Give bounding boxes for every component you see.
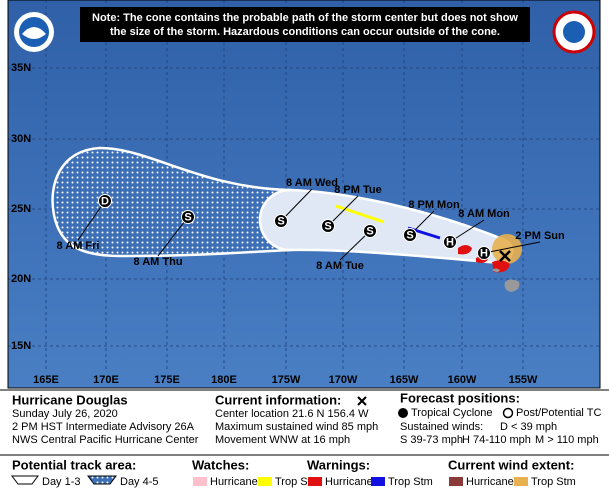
lat-label: 25N bbox=[11, 203, 31, 215]
winds-h: H 74-110 mph bbox=[462, 434, 531, 446]
watches-title: Watches: bbox=[192, 457, 249, 472]
leader-line bbox=[327, 195, 359, 227]
position-marker bbox=[274, 214, 288, 228]
map-border bbox=[7, 0, 601, 389]
position-label: 8 AM Mon bbox=[458, 208, 510, 220]
tropical-icon bbox=[398, 408, 408, 418]
lon-label: 165W bbox=[390, 374, 419, 386]
lat-label: 15N bbox=[11, 340, 31, 352]
position-marker bbox=[363, 224, 377, 238]
position-symbol: H bbox=[480, 247, 488, 259]
nws-logo bbox=[552, 10, 596, 54]
lon-label: 165E bbox=[33, 374, 59, 386]
lon-label: 175W bbox=[272, 374, 301, 386]
position-marker bbox=[321, 219, 335, 233]
position-symbol: S bbox=[406, 229, 413, 241]
trop-warning-swatch bbox=[371, 477, 385, 486]
winds-title: Sustained winds: bbox=[400, 421, 483, 433]
current-icon bbox=[357, 396, 367, 406]
hurricane-watch-label: Hurricane bbox=[210, 476, 258, 488]
position-marker bbox=[98, 194, 112, 208]
hurricane-warning-swatch bbox=[308, 477, 322, 486]
current-wind: Maximum sustained wind 85 mph bbox=[215, 421, 378, 433]
post-icon bbox=[502, 407, 514, 419]
position-marker bbox=[181, 210, 195, 224]
hawaii bbox=[492, 268, 520, 292]
trop-wind-swatch bbox=[514, 477, 528, 486]
hurricane-watch-swatch bbox=[193, 477, 207, 486]
current-movement: Movement WNW at 16 mph bbox=[215, 434, 350, 446]
position-symbol: S bbox=[184, 211, 191, 223]
lon-label: 180E bbox=[211, 374, 237, 386]
position-symbol: H bbox=[446, 236, 454, 248]
lon-label: 170E bbox=[93, 374, 119, 386]
position-marker bbox=[443, 235, 457, 249]
day45-swatch bbox=[87, 475, 117, 485]
noaa-logo bbox=[14, 12, 54, 52]
current-position bbox=[499, 250, 511, 262]
lon-label: 160W bbox=[448, 374, 477, 386]
position-label: 2 PM Sun bbox=[515, 230, 565, 242]
current-title: Current information: bbox=[215, 392, 341, 407]
position-label: 8 AM Tue bbox=[316, 260, 364, 272]
trop-warning-label: Trop Stm bbox=[388, 476, 433, 488]
leader-line bbox=[483, 241, 541, 254]
wind-title: Current wind extent: bbox=[448, 457, 574, 472]
advisory: 2 PM HST Intermediate Advisory 26A bbox=[12, 421, 195, 433]
day13-swatch bbox=[11, 475, 39, 485]
leader-line bbox=[280, 188, 313, 222]
center: NWS Central Pacific Hurricane Center bbox=[12, 434, 199, 446]
lat-label: 30N bbox=[11, 133, 31, 145]
leader-line bbox=[157, 216, 189, 257]
note-line: Note: The cone contains the probable pat… bbox=[92, 12, 518, 24]
trop-watch-swatch bbox=[258, 477, 272, 486]
hurricane-warning-label: Hurricane bbox=[325, 476, 373, 488]
day45-label: Day 4-5 bbox=[120, 476, 159, 488]
forecast-title: Forecast positions: bbox=[400, 390, 520, 405]
position-symbol: S bbox=[366, 225, 373, 237]
post-label: Post/Potential TC bbox=[516, 407, 601, 419]
position-marker bbox=[477, 246, 491, 260]
current-location: Center location 21.6 N 156.4 W bbox=[215, 408, 369, 420]
position-label: 8 AM Wed bbox=[286, 177, 338, 189]
lon-label: 175E bbox=[154, 374, 180, 386]
lat-label: 35N bbox=[11, 62, 31, 74]
trop-wind-label: Trop Stm bbox=[531, 476, 576, 488]
position-symbol: D bbox=[101, 195, 109, 207]
winds-m: M > 110 mph bbox=[535, 434, 599, 446]
lon-label: 155W bbox=[509, 374, 538, 386]
position-label: 8 PM Tue bbox=[334, 184, 381, 196]
hurricane-wind-swatch bbox=[449, 477, 463, 486]
cone-day-4-5 bbox=[51, 146, 292, 258]
note-box bbox=[80, 7, 530, 42]
warnings-title: Warnings: bbox=[307, 457, 370, 472]
track-title: Potential track area: bbox=[12, 457, 136, 472]
trop-storm-wind-extent bbox=[492, 234, 522, 264]
note-line: the size of the storm. Hazardous conditi… bbox=[110, 26, 500, 38]
winds-s: S 39-73 mph bbox=[400, 434, 463, 446]
position-symbol: S bbox=[324, 220, 331, 232]
trop-storm-watch bbox=[335, 204, 385, 224]
position-label: 8 AM Fri bbox=[57, 240, 100, 252]
leader-line bbox=[77, 200, 106, 241]
tropical-label: Tropical Cyclone bbox=[411, 407, 493, 419]
lon-label: 170W bbox=[329, 374, 358, 386]
lat-label: 20N bbox=[11, 273, 31, 285]
storm-name: Hurricane Douglas bbox=[12, 392, 128, 407]
position-symbol: S bbox=[277, 215, 284, 227]
position-marker bbox=[403, 228, 417, 242]
storm-date: Sunday July 26, 2020 bbox=[12, 408, 118, 420]
winds-d: D < 39 mph bbox=[500, 421, 557, 433]
position-label: 8 PM Mon bbox=[408, 199, 460, 211]
hurricane-wind-label: Hurricane bbox=[466, 476, 514, 488]
day13-label: Day 1-3 bbox=[42, 476, 81, 488]
position-label: 8 AM Thu bbox=[133, 256, 182, 268]
